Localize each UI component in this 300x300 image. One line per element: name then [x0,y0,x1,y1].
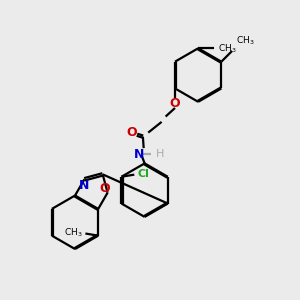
Text: O: O [100,182,110,195]
Text: O: O [170,97,180,110]
Text: N: N [134,148,145,160]
Text: CH$_3$: CH$_3$ [236,34,255,47]
Text: N: N [79,179,90,193]
Text: CH$_3$: CH$_3$ [218,42,237,55]
Text: O: O [127,126,137,139]
Text: Cl: Cl [137,169,149,179]
Text: H: H [155,149,164,159]
Text: CH$_3$: CH$_3$ [64,227,82,239]
